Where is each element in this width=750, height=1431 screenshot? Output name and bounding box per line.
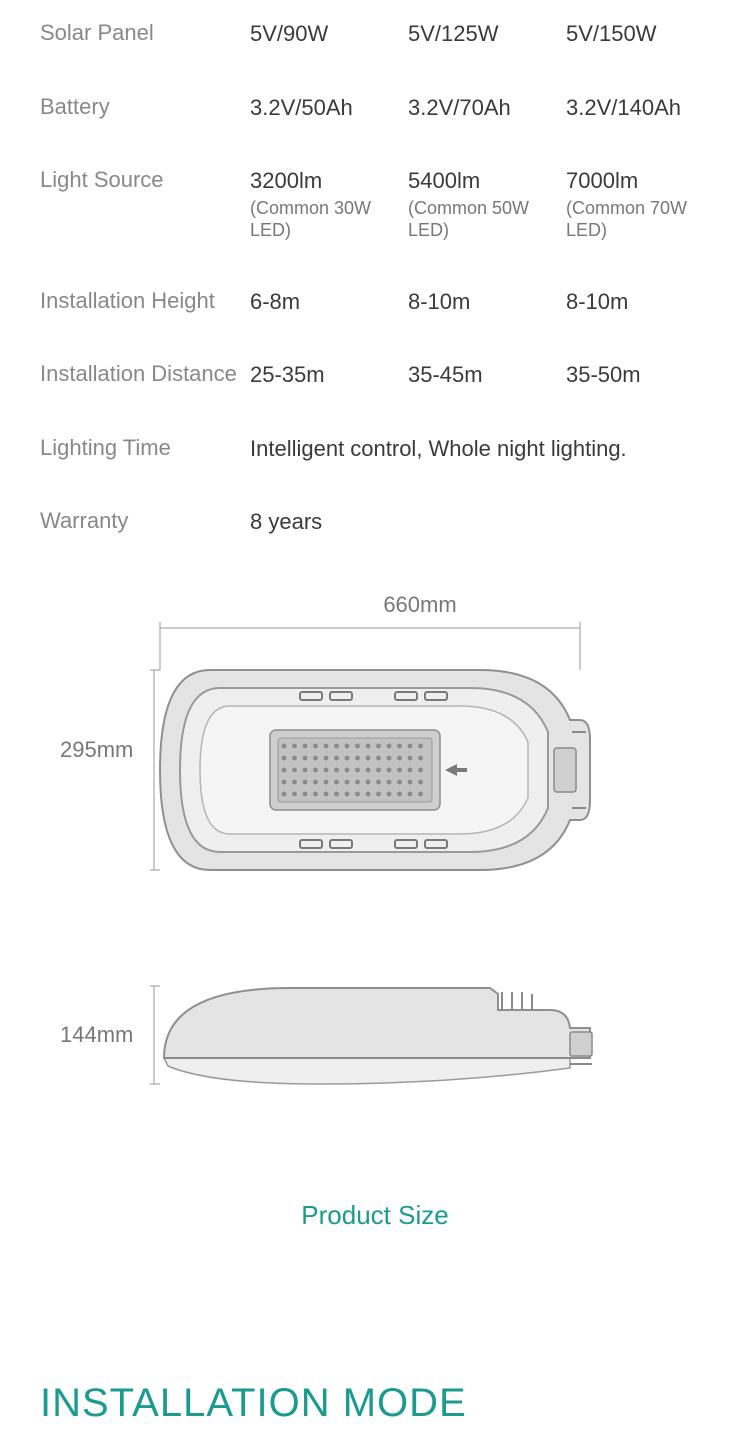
- spec-values: 8 years: [250, 508, 710, 536]
- spec-value: 8-10m: [408, 288, 566, 316]
- spec-value-sub: (Common 70W LED): [566, 197, 724, 242]
- spec-value: 3.2V/140Ah: [566, 94, 724, 122]
- spec-value-sub: (Common 30W LED): [250, 197, 408, 242]
- spec-values: 3200lm (Common 30W LED) 5400lm (Common 5…: [250, 167, 724, 242]
- side-view-row: 144mm: [60, 980, 690, 1090]
- spec-row-light-source: Light Source 3200lm (Common 30W LED) 540…: [40, 167, 710, 242]
- lamp-top-view-icon: [150, 620, 600, 880]
- spec-row-battery: Battery 3.2V/50Ah 3.2V/70Ah 3.2V/140Ah: [40, 94, 710, 122]
- spec-value: 5V/125W: [408, 20, 566, 48]
- spec-value-main: 3200lm: [250, 168, 322, 193]
- spec-label: Solar Panel: [40, 20, 250, 46]
- spec-values: 6-8m 8-10m 8-10m: [250, 288, 724, 316]
- spec-label: Battery: [40, 94, 250, 120]
- spec-label: Installation Height: [40, 288, 250, 314]
- spec-label: Light Source: [40, 167, 250, 193]
- dimension-height-label: 295mm: [60, 737, 150, 763]
- spec-value: 3.2V/50Ah: [250, 94, 408, 122]
- lamp-side-view-icon: [150, 980, 600, 1090]
- spec-value: 3200lm (Common 30W LED): [250, 167, 408, 242]
- spec-values: 25-35m 35-45m 35-50m: [250, 361, 724, 389]
- spec-values: 3.2V/50Ah 3.2V/70Ah 3.2V/140Ah: [250, 94, 724, 122]
- spec-value: 5400lm (Common 50W LED): [408, 167, 566, 242]
- spec-value: 8-10m: [566, 288, 724, 316]
- dimension-depth-label: 144mm: [60, 1022, 150, 1048]
- spec-row-warranty: Warranty 8 years: [40, 508, 710, 536]
- spec-label: Installation Distance: [40, 361, 250, 387]
- spec-values: 5V/90W 5V/125W 5V/150W: [250, 20, 724, 48]
- spec-value: 5V/90W: [250, 20, 408, 48]
- spec-value: 8 years: [250, 508, 710, 536]
- spec-row-install-distance: Installation Distance 25-35m 35-45m 35-5…: [40, 361, 710, 389]
- spec-label: Warranty: [40, 508, 250, 534]
- diagram-caption: Product Size: [60, 1200, 690, 1231]
- top-view-row: 295mm: [60, 620, 690, 880]
- spec-row-solar-panel: Solar Panel 5V/90W 5V/125W 5V/150W: [40, 20, 710, 48]
- spec-value: 3.2V/70Ah: [408, 94, 566, 122]
- spec-value: 35-50m: [566, 361, 724, 389]
- spec-value: 35-45m: [408, 361, 566, 389]
- spec-value: 25-35m: [250, 361, 408, 389]
- spec-values: Intelligent control, Whole night lightin…: [250, 435, 710, 463]
- spec-row-lighting-time: Lighting Time Intelligent control, Whole…: [40, 435, 710, 463]
- product-size-diagram: 660mm 295mm: [0, 582, 750, 1231]
- spec-value: 6-8m: [250, 288, 408, 316]
- section-title-installation-mode: INSTALLATION MODE: [0, 1381, 750, 1426]
- spec-value: 5V/150W: [566, 20, 724, 48]
- spec-value: 7000lm (Common 70W LED): [566, 167, 724, 242]
- spec-value: Intelligent control, Whole night lightin…: [250, 435, 710, 463]
- dimension-width-label: 660mm: [60, 592, 690, 618]
- spec-row-install-height: Installation Height 6-8m 8-10m 8-10m: [40, 288, 710, 316]
- spec-value-main: 5400lm: [408, 168, 480, 193]
- spec-value-main: 7000lm: [566, 168, 638, 193]
- spec-value-sub: (Common 50W LED): [408, 197, 566, 242]
- spec-label: Lighting Time: [40, 435, 250, 461]
- spec-table: Solar Panel 5V/90W 5V/125W 5V/150W Batte…: [0, 0, 750, 536]
